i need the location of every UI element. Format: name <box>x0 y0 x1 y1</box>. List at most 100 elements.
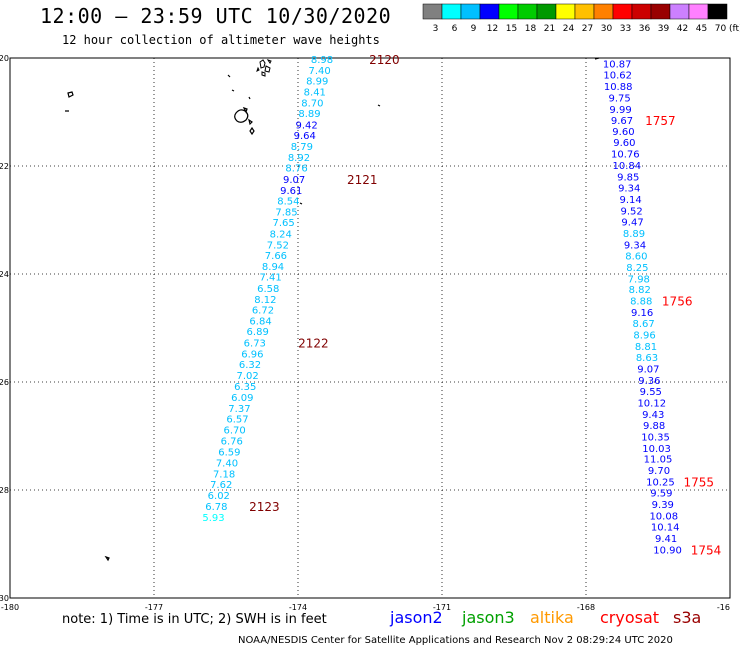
wave-height-label: 9.59 <box>650 489 672 500</box>
map-frame <box>9 57 731 599</box>
wave-height-label: 10.76 <box>611 150 640 161</box>
satellite-label-altika: altika <box>530 608 574 627</box>
wave-height-label: 7.85 <box>275 207 297 218</box>
map-subtitle: 12 hour collection of altimeter wave hei… <box>62 33 380 47</box>
legend-label-27: 27 <box>582 24 593 34</box>
legend-label-18: 18 <box>525 24 537 34</box>
wave-height-label: 7.40 <box>308 66 330 77</box>
wave-height-label: 9.34 <box>624 240 646 251</box>
legend-label-9: 9 <box>471 24 477 34</box>
latitude-tick-label: -20 <box>0 54 9 63</box>
legend-label-6: 6 <box>452 24 458 34</box>
wave-height-label: 7.41 <box>260 273 282 284</box>
wave-height-label: 9.34 <box>618 184 640 195</box>
latitude-tick-label: -24 <box>0 270 9 279</box>
wave-height-label: 8.99 <box>306 77 328 88</box>
wave-height-label: 7.40 <box>216 458 238 469</box>
wave-height-label: 10.87 <box>603 59 632 70</box>
wave-height-label: 8.25 <box>626 263 648 274</box>
wave-height-label: 7.02 <box>236 371 258 382</box>
pass-time-label: 1755 <box>684 475 715 489</box>
wave-height-label: 7.66 <box>265 251 287 262</box>
wave-height-label: 10.14 <box>651 523 680 534</box>
wave-height-label: 9.67 <box>611 116 633 127</box>
pass-time-label: 2121 <box>347 173 378 187</box>
wave-height-label: 8.88 <box>630 296 652 307</box>
wave-height-label: 5.93 <box>202 513 224 524</box>
satellite-label-jason3: jason3 <box>462 608 515 627</box>
wave-height-label: 6.32 <box>239 360 261 371</box>
longitude-tick-label: -171 <box>433 603 451 612</box>
wave-height-label: 9.60 <box>612 127 634 138</box>
wave-height-label: 9.61 <box>280 186 302 197</box>
wave-height-label: 6.84 <box>249 316 271 327</box>
wave-height-label: 7.52 <box>267 240 289 251</box>
wave-height-label: 6.09 <box>231 393 253 404</box>
wave-height-label: 8.41 <box>304 87 326 98</box>
wave-height-label: 10.08 <box>649 511 678 522</box>
wave-height-label: 8.81 <box>635 342 657 353</box>
wave-height-label: 11.05 <box>644 455 673 466</box>
wave-height-label: 6.73 <box>244 339 266 350</box>
wave-height-label: 6.89 <box>247 327 269 338</box>
wave-height-label: 10.35 <box>641 433 670 444</box>
map-title: 12:00 — 23:59 UTC 10/30/2020 <box>40 4 392 28</box>
map-border <box>9 57 731 599</box>
wave-height-label: 9.42 <box>296 120 318 131</box>
wave-height-label: 6.70 <box>224 426 246 437</box>
satellite-label-jason2: jason2 <box>390 608 443 627</box>
wave-height-label: 8.54 <box>277 197 299 208</box>
island-outline <box>234 106 255 136</box>
wave-height-label: 10.12 <box>637 399 666 410</box>
wave-height-label: 8.79 <box>291 142 313 153</box>
pass-time-label: 1757 <box>645 114 676 128</box>
wave-height-label: 10.25 <box>646 477 675 488</box>
wave-height-label: 8.76 <box>285 164 307 175</box>
wave-height-label: 9.75 <box>608 93 630 104</box>
legend-label-30: 30 <box>601 24 613 34</box>
wave-height-label: 9.60 <box>613 138 635 149</box>
wave-height-label: 8.89 <box>623 229 645 240</box>
wave-height-label: 6.59 <box>218 448 240 459</box>
wave-height-label: 8.60 <box>625 252 647 263</box>
longitude-tick-label: -177 <box>145 603 163 612</box>
wave-height-label: 7.98 <box>628 274 650 285</box>
latitude-tick-label: -28 <box>0 486 9 495</box>
legend-label-24: 24 <box>563 24 575 34</box>
legend-label-3: 3 <box>433 24 439 34</box>
satellite-label-cryosat: cryosat <box>600 608 660 627</box>
wave-height-label: 8.89 <box>298 109 320 120</box>
units-note: note: 1) Time is in UTC; 2) SWH is in fe… <box>62 612 327 627</box>
wave-height-label: 8.70 <box>301 98 323 109</box>
wave-height-label: 9.88 <box>643 421 665 432</box>
island-outlines <box>65 57 600 562</box>
pass-time-label: 2120 <box>369 53 400 67</box>
wave-height-label: 10.62 <box>603 71 632 82</box>
wave-height-label: 10.90 <box>653 545 682 556</box>
wave-height-label: 7.65 <box>272 218 294 229</box>
wave-height-label: 9.07 <box>283 175 305 186</box>
legend-label-21: 21 <box>544 24 555 34</box>
altimeter-tracks: 8.987.408.998.418.708.899.429.648.798.92… <box>202 53 721 557</box>
wave-height-label: 7.62 <box>210 480 232 491</box>
wave-height-label: 9.36 <box>638 376 660 387</box>
wave-height-label: 8.96 <box>633 330 655 341</box>
pass-time-label: 1754 <box>691 543 722 557</box>
wave-height-label: 9.16 <box>631 308 653 319</box>
pass-time-label: 2123 <box>249 500 280 514</box>
latitude-tick-label: -26 <box>0 378 9 387</box>
wave-height-label: 8.67 <box>632 319 654 330</box>
wave-height-label: 9.43 <box>642 410 664 421</box>
legend-swatch-70 <box>707 3 728 20</box>
wave-height-label: 10.84 <box>612 161 641 172</box>
legend-unit: (ft) <box>729 24 740 34</box>
wave-height-label: 9.99 <box>609 105 631 116</box>
wave-height-label: 9.64 <box>294 131 316 142</box>
latitude-tick-label: -22 <box>0 162 9 171</box>
pass-time-label: 2122 <box>298 337 329 351</box>
wave-height-label: 8.12 <box>254 295 276 306</box>
wave-height-label: 6.02 <box>208 491 230 502</box>
wave-height-label: 7.18 <box>213 469 235 480</box>
legend-label-70: 70 <box>715 24 727 34</box>
